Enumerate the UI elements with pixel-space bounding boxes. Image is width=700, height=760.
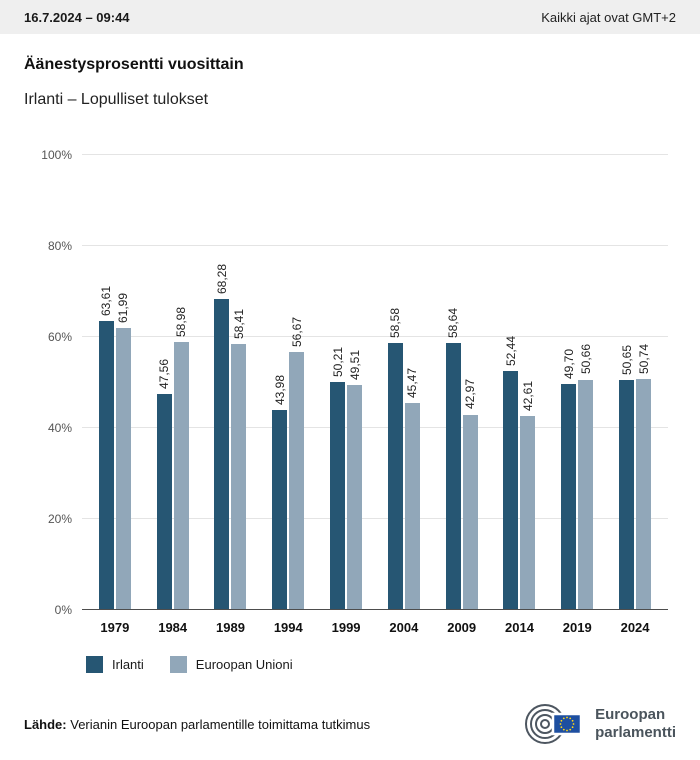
bar-group: 58,58 45,47 2004 [387,155,420,635]
legend-swatch-irlanti [86,656,103,673]
bar-irlanti[interactable]: 47,56 [156,359,172,610]
bar-euroopan-unioni[interactable]: 45,47 [404,368,420,610]
bar-euroopan-unioni[interactable]: 42,97 [462,379,478,610]
bar-groups: 63,61 61,99 1979 47,56 58,98 1984 68,28 58,41 19… [82,155,668,635]
bar-euroopan-unioni[interactable]: 56,67 [289,317,305,610]
x-axis-label: 1994 [273,620,303,635]
bar-value-label: 50,21 [330,346,345,377]
bar-value-label: 49,51 [347,349,362,380]
bar-euroopan-unioni[interactable]: 50,66 [578,344,594,610]
bar-irlanti[interactable]: 68,28 [214,264,230,610]
ep-logo-line1: Euroopan [595,706,666,723]
x-axis-label: 1984 [158,620,188,635]
legend: Irlanti Euroopan Unioni [86,656,700,673]
bar-irlanti[interactable]: 58,58 [387,308,403,610]
page-title: Äänestysprosentti vuosittain [24,56,244,73]
ep-logo-line2: parlamentti [595,724,676,741]
bar-value-label: 58,98 [174,306,189,337]
y-axis-tick: 100% [41,148,72,162]
ep-hemicycle-flag-icon [525,704,583,744]
y-axis-tick: 20% [47,512,72,526]
datetime-label: 16.7.2024 – 09:44 [24,9,130,25]
plot-area: 63,61 61,99 1979 47,56 58,98 1984 68,28 58,41 19… [41,148,668,635]
x-axis-label: 1979 [100,620,130,635]
ep-logo-text: Euroopan parlamentti [595,706,676,742]
turnout-chart: 63,61 61,99 1979 47,56 58,98 1984 68,28 58,41 19… [41,148,668,635]
bar-irlanti[interactable]: 49,70 [561,349,577,610]
legend-swatch-euroopan-unioni [169,656,187,673]
bar-irlanti[interactable]: 50,65 [619,345,635,610]
bar-value-label: 49,70 [561,348,576,379]
bar-euroopan-unioni[interactable]: 58,98 [173,307,189,610]
gridline [82,336,668,337]
legend-item-irlanti: Irlanti [86,656,144,673]
legend-label-euroopan-unioni: Euroopan Unioni [195,657,293,672]
bar-value-label: 58,64 [446,308,461,339]
bar-euroopan-unioni[interactable]: 58,41 [231,309,247,610]
bar-value-label: 50,66 [578,344,593,375]
bar-irlanti[interactable]: 63,61 [98,286,114,610]
bar-euroopan-unioni[interactable]: 42,61 [520,381,536,610]
bar-value-label: 63,61 [99,285,114,316]
x-axis-line [82,609,668,610]
source-note: Lähde: Verianin Euroopan parlamentille t… [24,717,370,732]
bar-euroopan-unioni[interactable]: 49,51 [347,350,363,610]
gridline [82,154,668,155]
bar-value-label: 47,56 [157,358,172,389]
y-axis-tick: 80% [47,239,72,253]
page-subtitle: Irlanti – Lopulliset tulokset [24,91,209,108]
gridline [82,427,668,428]
gridline [82,518,668,519]
bar-value-label: 58,58 [388,308,403,339]
gridline [82,245,668,246]
bar-group: 47,56 58,98 1984 [156,155,189,635]
title-block: Äänestysprosentti vuosittain Irlanti – L… [0,34,700,109]
bar-group: 50,21 49,51 1999 [330,155,363,635]
x-axis-label: 2024 [620,620,650,635]
bar-value-label: 45,47 [405,368,420,399]
source-text: Verianin Euroopan parlamentille toimitta… [66,716,371,732]
top-bar: 16.7.2024 – 09:44 Kaikki ajat ovat GMT+2 [0,0,700,34]
x-axis-label: 1989 [216,620,245,635]
y-axis-tick: 60% [47,330,72,344]
bar-value-label: 50,74 [636,344,651,375]
legend-label-irlanti: Irlanti [112,657,144,672]
y-axis-tick: 40% [47,421,72,435]
footer: Lähde: Verianin Euroopan parlamentille t… [24,700,676,748]
bar-euroopan-unioni[interactable]: 50,74 [636,344,652,610]
bar-group: 50,65 50,74 2024 [619,155,652,635]
bar-group: 68,28 58,41 1989 [214,155,247,635]
timezone-note: Kaikki ajat ovat GMT+2 [541,9,676,25]
bar-irlanti[interactable]: 50,21 [330,347,346,610]
bar-value-label: 58,41 [231,309,246,340]
bar-group: 49,70 50,66 2019 [561,155,594,635]
bar-value-label: 52,44 [503,336,518,367]
bar-group: 52,44 42,61 2014 [503,155,536,635]
x-axis-label: 2019 [562,620,592,635]
bar-value-label: 43,98 [272,374,287,405]
x-axis-label: 2009 [447,620,477,635]
bar-irlanti[interactable]: 52,44 [503,336,519,610]
bar-irlanti[interactable]: 58,64 [445,308,461,610]
bar-value-label: 56,67 [289,317,304,348]
european-parliament-logo: Euroopan parlamentti [523,700,676,748]
bar-value-label: 50,65 [619,344,634,375]
bar-group: 63,61 61,99 1979 [98,155,131,635]
bar-group: 58,64 42,97 2009 [445,155,478,635]
bar-value-label: 61,99 [116,292,131,323]
source-label: Lähde: [24,716,67,732]
x-axis-label: 2004 [389,620,419,635]
x-axis-label: 2014 [505,620,534,635]
bar-euroopan-unioni[interactable]: 61,99 [115,293,131,610]
bar-irlanti[interactable]: 43,98 [272,375,288,610]
bar-value-label: 68,28 [214,264,229,295]
bar-group: 43,98 56,67 1994 [272,155,305,635]
bar-value-label: 42,61 [520,381,535,412]
y-axis-tick: 0% [54,603,72,617]
legend-item-euroopan-unioni: Euroopan Unioni [169,656,293,673]
x-axis-label: 1999 [331,620,361,635]
bar-value-label: 42,97 [463,379,478,410]
